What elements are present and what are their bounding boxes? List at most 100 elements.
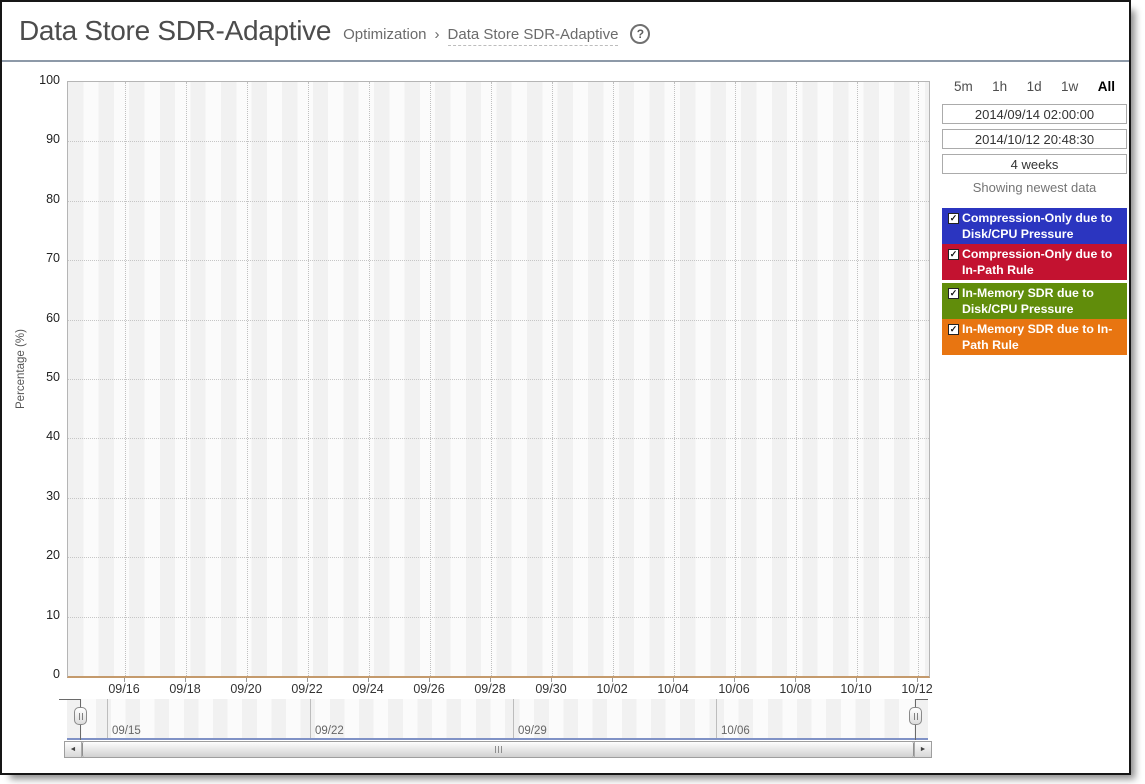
x-tick-mark	[673, 678, 674, 682]
y-tick-label: 100	[39, 73, 60, 87]
y-tick-label: 20	[46, 548, 60, 563]
range-button-1h[interactable]: 1h	[992, 79, 1008, 94]
x-tick-label: 10/12	[901, 682, 933, 696]
scrollbar-grip	[494, 746, 496, 753]
x-tick-label: 09/28	[474, 682, 506, 696]
time-range-buttons: 5m 1h 1d 1w All	[942, 79, 1127, 94]
x-tick-mark	[429, 678, 430, 682]
vertical-gridline	[247, 82, 248, 676]
vertical-gridline	[186, 82, 187, 676]
x-tick-label: 10/06	[718, 682, 750, 696]
navigator-right-bracket	[915, 699, 928, 700]
y-tick-label: 90	[46, 132, 60, 147]
navigator-week-separator	[310, 699, 311, 738]
vertical-gridline	[125, 82, 126, 676]
horizontal-gridline	[68, 557, 929, 559]
scroll-left-arrow-icon[interactable]: ◄	[65, 742, 82, 757]
horizontal-gridline	[68, 260, 929, 262]
navigator-week-label: 10/06	[721, 725, 750, 737]
scroll-right-arrow-icon[interactable]: ►	[914, 742, 931, 757]
x-tick-mark	[795, 678, 796, 682]
range-button-1w[interactable]: 1w	[1061, 79, 1079, 94]
y-tick-label: 60	[46, 310, 60, 325]
y-tick-label: 0	[53, 667, 60, 681]
y-tick-label: 30	[46, 488, 60, 503]
navigator-week-label: 09/15	[112, 725, 141, 737]
horizontal-scrollbar[interactable]: ◄ ►	[64, 741, 932, 758]
x-tick-label: 10/04	[657, 682, 689, 696]
app-window: Data Store SDR-Adaptive Optimization › D…	[0, 0, 1131, 775]
legend-item[interactable]: ✓ Compression-Only due to In-Path Rule	[942, 244, 1127, 280]
chart-region: Percentage (%) 09/15 09/22 09/29 10/06 ◄ ► …	[2, 64, 1129, 773]
vertical-gridline	[735, 82, 736, 676]
x-tick-mark	[368, 678, 369, 682]
x-tick-label: 09/22	[291, 682, 323, 696]
x-tick-label: 09/30	[535, 682, 567, 696]
legend-checkbox-icon[interactable]: ✓	[948, 324, 959, 335]
x-tick-mark	[551, 678, 552, 682]
legend-item[interactable]: ✓ In-Memory SDR due to In-Path Rule	[942, 319, 1127, 355]
legend-checkbox-icon[interactable]: ✓	[948, 288, 959, 299]
breadcrumb-parent[interactable]: Optimization	[343, 25, 427, 43]
legend-checkbox-icon[interactable]: ✓	[948, 213, 959, 224]
scrollbar-grip	[500, 746, 502, 753]
navigator-week-separator	[107, 699, 108, 738]
page-title: Data Store SDR-Adaptive	[19, 15, 332, 46]
navigator-week-separator	[513, 699, 514, 738]
y-tick-label: 10	[46, 607, 60, 622]
horizontal-gridline	[68, 438, 929, 440]
scrollbar-grip	[497, 746, 499, 753]
vertical-gridline	[857, 82, 858, 676]
y-tick-label: 80	[46, 191, 60, 206]
horizontal-gridline	[68, 141, 929, 143]
vertical-gridline	[369, 82, 370, 676]
vertical-gridline	[796, 82, 797, 676]
navigator-week-label: 09/29	[518, 725, 547, 737]
breadcrumb: Optimization › Data Store SDR-Adaptive	[343, 25, 619, 46]
navigator-right-handle[interactable]	[909, 707, 922, 725]
help-icon[interactable]: ?	[630, 24, 651, 44]
vertical-gridline	[308, 82, 309, 676]
y-tick-label: 40	[46, 429, 60, 444]
legend-item[interactable]: ✓ Compression-Only due to Disk/CPU Pressu…	[942, 208, 1127, 244]
x-tick-mark	[734, 678, 735, 682]
vertical-gridline	[613, 82, 614, 676]
status-text: Showing newest data	[972, 180, 1097, 195]
start-time-input[interactable]	[942, 104, 1127, 124]
breadcrumb-separator-icon: ›	[434, 25, 440, 43]
vertical-gridline	[430, 82, 431, 676]
vertical-gridline	[918, 82, 919, 676]
time-navigator[interactable]: 09/15 09/22 09/29 10/06	[67, 699, 928, 740]
x-tick-mark	[612, 678, 613, 682]
x-tick-mark	[124, 678, 125, 682]
navigator-left-handle[interactable]	[74, 707, 87, 725]
x-tick-label: 09/20	[230, 682, 262, 696]
vertical-gridline	[491, 82, 492, 676]
control-panel: 5m 1h 1d 1w All Showing newest data ✓Compres…	[942, 64, 1127, 355]
horizontal-gridline	[68, 379, 929, 380]
scrollbar-thumb[interactable]	[82, 742, 914, 757]
legend-checkbox-icon[interactable]: ✓	[948, 249, 959, 260]
range-button-1d[interactable]: 1d	[1026, 79, 1042, 94]
page-header: Data Store SDR-Adaptive Optimization › D…	[2, 2, 1129, 62]
horizontal-gridline	[68, 319, 929, 321]
chart-legend: ✓ Compression-Only due to Disk/CPU Pressu…	[942, 208, 1127, 355]
x-tick-label: 10/10	[840, 682, 872, 696]
x-tick-label: 09/16	[108, 682, 140, 696]
range-button-all[interactable]: All	[1097, 79, 1115, 94]
x-tick-mark	[307, 678, 308, 682]
duration-input[interactable]	[942, 154, 1127, 174]
horizontal-gridline	[68, 616, 929, 618]
end-time-input[interactable]	[942, 129, 1127, 149]
breadcrumb-current[interactable]: Data Store SDR-Adaptive	[447, 26, 619, 46]
legend-item[interactable]: ✓ In-Memory SDR due to Disk/CPU Pressure	[942, 283, 1127, 319]
navigator-week-separator	[716, 699, 717, 738]
range-button-5m[interactable]: 5m	[954, 79, 973, 94]
x-tick-mark	[185, 678, 186, 682]
x-tick-label: 09/24	[352, 682, 384, 696]
chart-plot-area[interactable]	[67, 81, 930, 678]
x-tick-mark	[246, 678, 247, 682]
horizontal-gridline	[68, 200, 929, 202]
navigator-week-label: 09/22	[315, 725, 344, 737]
navigator-left-bracket	[59, 699, 81, 700]
